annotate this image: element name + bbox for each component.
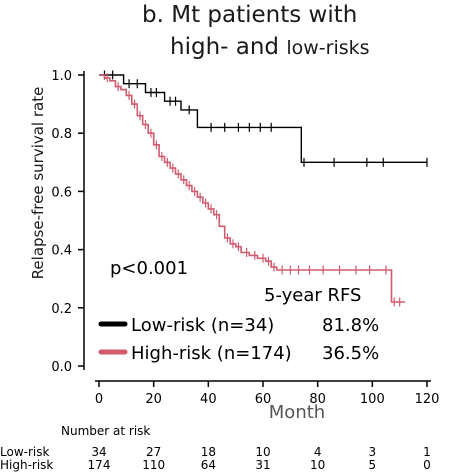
low-risk-risk-count: 18	[201, 445, 216, 459]
low-risk-legend-value: 81.8%	[322, 315, 379, 336]
y-tick-label: 0.2	[51, 302, 72, 317]
high-risk-legend-value: 36.5%	[322, 343, 379, 364]
chart-title-line-2: high- and low-risks	[170, 34, 370, 60]
low-risk-risk-count: 27	[146, 445, 161, 459]
title-part-high: high- and	[170, 34, 287, 60]
chart-title-line-1: b. Mt patients with	[142, 2, 358, 28]
axes: 0.0 0.2 0.4 0.6 0.8 1.0 0 20 40 60 80 100 120	[51, 69, 439, 407]
low-risk-risk-count: 4	[314, 445, 322, 459]
legend-title: 5-year RFS	[264, 285, 361, 306]
title-part-low: low-risks	[286, 37, 370, 59]
x-tick-label: 80	[309, 392, 326, 407]
low-risk-curve	[99, 74, 427, 163]
y-tick-label: 0.6	[51, 185, 72, 200]
y-tick-label: 0.0	[51, 360, 72, 375]
x-tick-label: 100	[360, 392, 385, 407]
risk-table-title: Number at risk	[61, 424, 150, 438]
low-risk-risk-count: 34	[91, 445, 106, 459]
low-risk-risk-count: 1	[423, 445, 431, 459]
high-risk-risk-count: 64	[201, 458, 216, 472]
x-tick-label: 60	[255, 392, 272, 407]
low-risk-risk-count: 10	[255, 445, 270, 459]
y-axis-label: Relapse-free survival rate	[29, 87, 47, 280]
x-tick-label: 0	[95, 392, 103, 407]
series-layer	[99, 70, 428, 307]
high-risk-legend-label: High-risk (n=174)	[131, 343, 292, 364]
high-risk-risk-count: 5	[369, 458, 377, 472]
x-axis-label: Month	[269, 402, 325, 423]
high-risk-risk-count: 110	[142, 458, 165, 472]
high-risk-risk-count: 10	[310, 458, 325, 472]
p-value-annotation: p<0.001	[110, 258, 188, 279]
high-risk-risk-count: 0	[423, 458, 431, 472]
low-risk-risk-count: 3	[369, 445, 377, 459]
y-tick-label: 0.4	[51, 244, 72, 259]
legend: Low-risk (n=34) 81.8% High-risk (n=174) 36.…	[98, 315, 379, 364]
high-risk-risk-row-label: High-risk	[0, 458, 53, 472]
high-risk-risk-count: 174	[88, 458, 111, 472]
y-tick-label: 1.0	[51, 69, 72, 84]
low-risk-legend-label: Low-risk (n=34)	[131, 315, 274, 336]
low-risk-risk-row-label: Low-risk	[0, 445, 49, 459]
high-risk-risk-count: 31	[255, 458, 270, 472]
x-tick-label: 120	[415, 392, 440, 407]
x-tick-label: 20	[145, 392, 162, 407]
y-tick-label: 0.8	[51, 127, 72, 142]
x-tick-label: 40	[200, 392, 217, 407]
